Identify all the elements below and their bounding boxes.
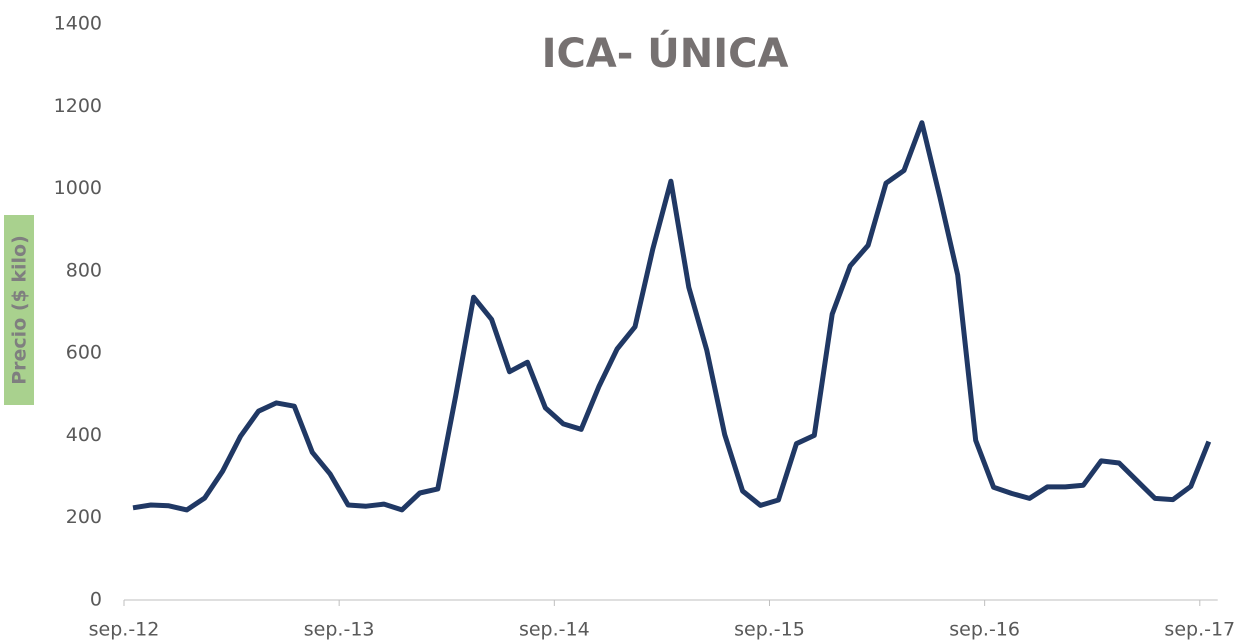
y-tick-label: 1400	[54, 13, 102, 35]
x-tick-label: sep.-17	[1164, 619, 1235, 641]
y-tick-label: 200	[66, 506, 102, 528]
x-tick-label: sep.-15	[734, 619, 805, 641]
chart-title: ICA- ÚNICA	[542, 29, 789, 77]
y-axis-title-group: Precio ($ kilo)	[4, 215, 34, 405]
y-tick-label: 800	[66, 259, 102, 281]
x-tick-label: sep.-14	[519, 619, 590, 641]
y-tick-label: 600	[66, 342, 102, 364]
x-tick-label: sep.-13	[304, 619, 375, 641]
y-tick-label: 0	[90, 589, 102, 611]
y-tick-label: 1200	[54, 95, 102, 117]
y-tick-label: 1000	[54, 177, 102, 199]
y-axis-title: Precio ($ kilo)	[9, 235, 31, 385]
x-tick-label: sep.-12	[89, 619, 160, 641]
line-series	[132, 120, 1212, 513]
y-tick-label: 400	[66, 424, 102, 446]
x-tick-label: sep.-16	[949, 619, 1020, 641]
y-axis-title-bg	[4, 215, 34, 405]
